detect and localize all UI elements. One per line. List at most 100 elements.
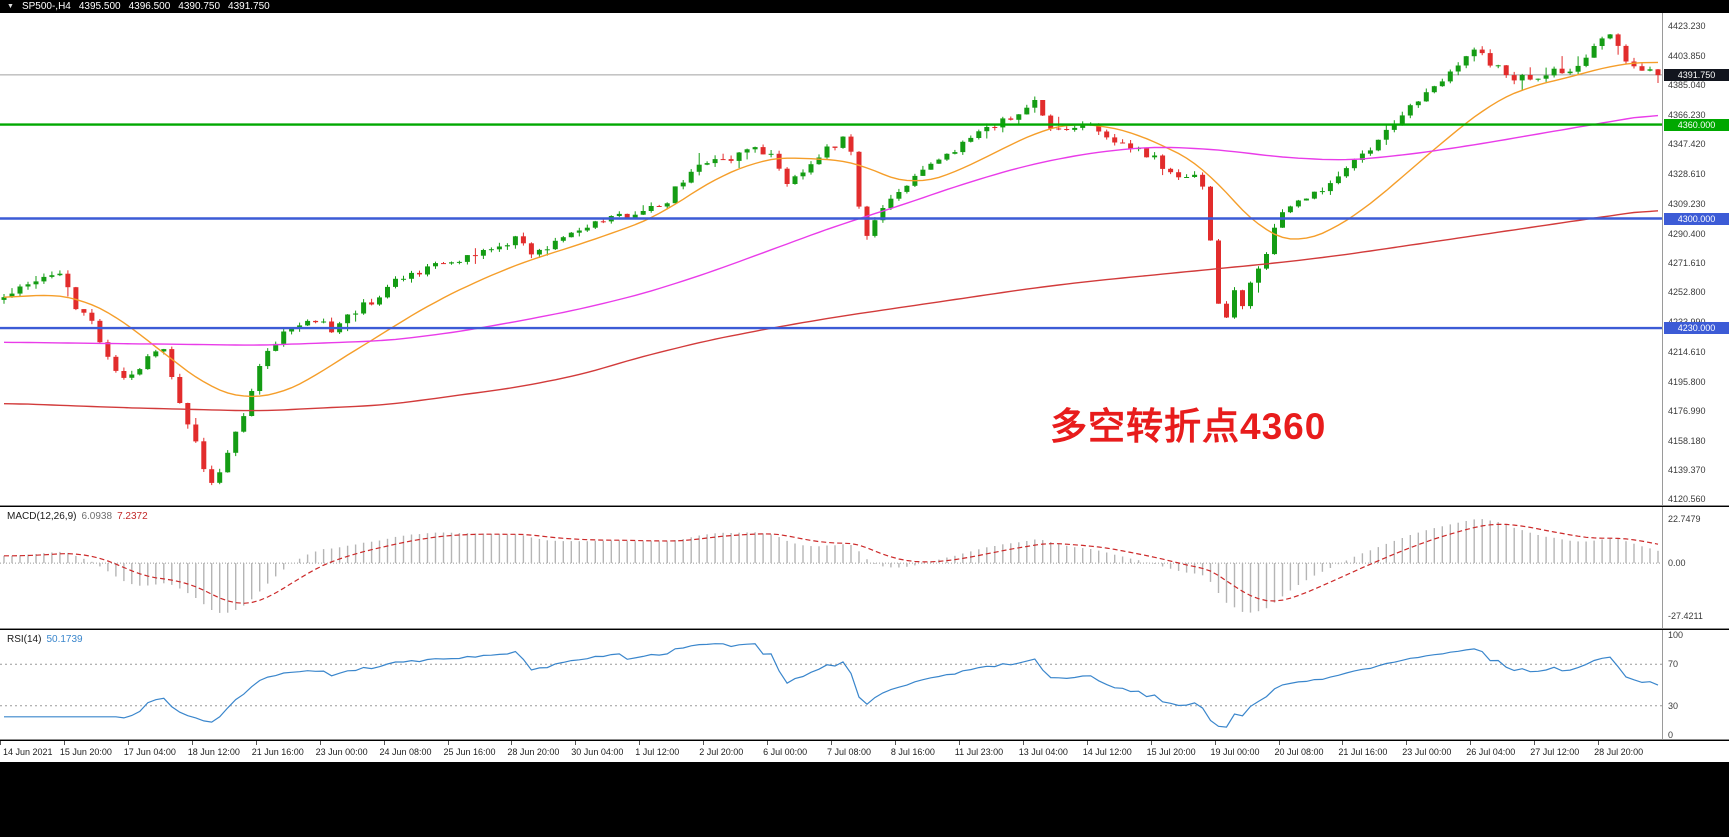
time-tick-label: 11 Jul 23:00 <box>954 747 1004 757</box>
time-tick <box>1470 741 1472 745</box>
ohlc-close: 4391.750 <box>228 1 270 12</box>
time-tick-label: 6 Jul 00:00 <box>763 747 808 757</box>
macd-histogram <box>3 519 1659 613</box>
time-tick-label: 20 Jul 08:00 <box>1274 747 1324 757</box>
ma_slow-line <box>3 210 1659 412</box>
time-tick-label: 25 Jun 16:00 <box>443 747 496 757</box>
price-tick-label: 4290.400 <box>1668 228 1706 239</box>
price-level-badge: 4300.000 <box>1664 212 1729 225</box>
time-tick <box>1086 741 1088 745</box>
ohlc-low: 4390.750 <box>178 1 221 12</box>
ma_fast-line <box>3 61 1659 398</box>
price-chart-panel[interactable]: 多空转折点4360 4423.230 4403.850 4385.040 4366.2… <box>0 13 1729 506</box>
time-tick-label: 13 Jul 04:00 <box>1018 747 1068 757</box>
price-tick-label: 4139.370 <box>1668 464 1706 475</box>
ma_mid-line <box>3 114 1659 346</box>
price-tick-label: 4403.850 <box>1668 50 1706 61</box>
rsi-axis[interactable]: 100 70 30 0 <box>1662 630 1729 740</box>
macd-signal-value: 7.2372 <box>117 511 148 522</box>
macd-axis[interactable]: 22.7479 0.00 -27.4211 <box>1662 507 1729 628</box>
rsi-axis-label: 0 <box>1668 730 1674 740</box>
rsi-value: 50.1739 <box>46 634 83 645</box>
time-tick-label: 23 Jun 00:00 <box>315 747 368 757</box>
price-tick-label: 4366.230 <box>1668 109 1706 120</box>
time-tick-label: 14 Jun 2021 <box>3 747 53 757</box>
time-tick-label: 2 Jul 20:00 <box>699 747 744 757</box>
price-chart-canvas[interactable] <box>0 13 1662 506</box>
time-tick <box>1598 741 1600 745</box>
time-tick <box>958 741 960 745</box>
rsi-canvas[interactable] <box>0 630 1662 740</box>
price-tick-label: 4423.230 <box>1668 20 1706 31</box>
time-tick <box>63 741 65 745</box>
macd-axis-label: 0.00 <box>1668 558 1686 569</box>
time-tick-label: 15 Jun 20:00 <box>59 747 112 757</box>
macd-name: MACD(12,26,9) <box>7 511 77 522</box>
candles <box>1 33 1661 486</box>
time-tick <box>831 741 832 745</box>
time-tick-label: 27 Jul 12:00 <box>1530 747 1580 757</box>
time-tick <box>191 741 193 745</box>
price-axis[interactable]: 4423.230 4403.850 4385.040 4366.230 4347.420… <box>1662 13 1729 505</box>
time-tick-label: 7 Jul 08:00 <box>827 747 872 757</box>
price-tick-label: 4195.800 <box>1668 376 1706 387</box>
macd-axis-label: 22.7479 <box>1668 514 1701 525</box>
symbol-timeframe-label: SP500-,H4 <box>21 1 71 12</box>
time-tick-label: 18 Jun 12:00 <box>187 747 240 757</box>
time-tick-label: 15 Jul 20:00 <box>1146 747 1196 757</box>
time-tick <box>1150 741 1152 745</box>
chart-annotation: 多空转折点4360 <box>1050 406 1327 447</box>
chart-header: ▼ SP500-,H4 4395.500 4396.500 4390.750 4… <box>0 0 1729 13</box>
macd-panel[interactable]: MACD(12,26,9) 6.0938 7.2372 22.7479 0.00 -27… <box>0 507 1729 629</box>
time-tick <box>767 741 769 745</box>
time-tick <box>1342 741 1344 745</box>
time-tick-label: 28 Jun 20:00 <box>507 747 560 757</box>
time-tick <box>1022 741 1024 745</box>
macd-signal-line <box>4 523 1659 604</box>
time-axis[interactable]: 14 Jun 2021 15 Jun 20:00 17 Jun 04:00 18 Ju… <box>0 741 1729 762</box>
symbol-dropdown-icon[interactable]: ▼ <box>7 3 14 10</box>
time-tick-label: 21 Jun 16:00 <box>251 747 304 757</box>
time-tick <box>255 741 257 745</box>
price-tick-label: 4120.560 <box>1668 494 1706 505</box>
ohlc-open: 4395.500 <box>78 1 121 12</box>
time-tick-label: 24 Jun 08:00 <box>379 747 432 757</box>
time-tick <box>1406 741 1408 745</box>
level-lines <box>0 123 1662 330</box>
time-tick-label: 28 Jul 20:00 <box>1594 747 1644 757</box>
price-level-badge: 4230.000 <box>1664 322 1729 335</box>
rsi-axis-label: 70 <box>1668 659 1679 670</box>
time-tick <box>0 741 1 745</box>
time-tick <box>1534 741 1536 745</box>
time-tick-label: 17 Jun 04:00 <box>123 747 176 757</box>
time-tick <box>575 741 577 745</box>
price-tick-label: 4158.180 <box>1668 435 1706 446</box>
time-tick <box>127 741 129 745</box>
time-tick-label: 8 Jul 16:00 <box>890 747 935 757</box>
time-tick-label: 21 Jul 16:00 <box>1338 747 1388 757</box>
rsi-axis-label: 100 <box>1668 630 1684 640</box>
time-tick-label: 1 Jul 12:00 <box>635 747 680 757</box>
price-tick-label: 4271.610 <box>1668 257 1706 268</box>
time-tick <box>703 741 705 745</box>
time-tick-label: 14 Jul 12:00 <box>1082 747 1132 757</box>
price-tick-label: 4252.800 <box>1668 287 1706 298</box>
rsi-name: RSI(14) <box>7 634 42 645</box>
time-tick <box>1214 741 1216 745</box>
price-tick-label: 4176.990 <box>1668 406 1706 417</box>
rsi-panel[interactable]: RSI(14) 50.1739 100 70 30 0 <box>0 630 1729 740</box>
price-tick-label: 4214.610 <box>1668 347 1706 358</box>
time-tick <box>511 741 513 745</box>
time-tick <box>894 741 896 745</box>
price-tick-label: 4328.610 <box>1668 168 1706 179</box>
time-tick <box>447 741 449 745</box>
time-tick <box>639 741 641 745</box>
time-tick-label: 19 Jul 00:00 <box>1210 747 1260 757</box>
macd-canvas[interactable] <box>0 507 1662 629</box>
rsi-guide-lines <box>0 663 1662 707</box>
time-tick-label: 23 Jul 00:00 <box>1402 747 1452 757</box>
time-tick <box>319 741 321 745</box>
time-tick <box>1278 741 1280 745</box>
price-tick-label: 4347.420 <box>1668 139 1706 150</box>
